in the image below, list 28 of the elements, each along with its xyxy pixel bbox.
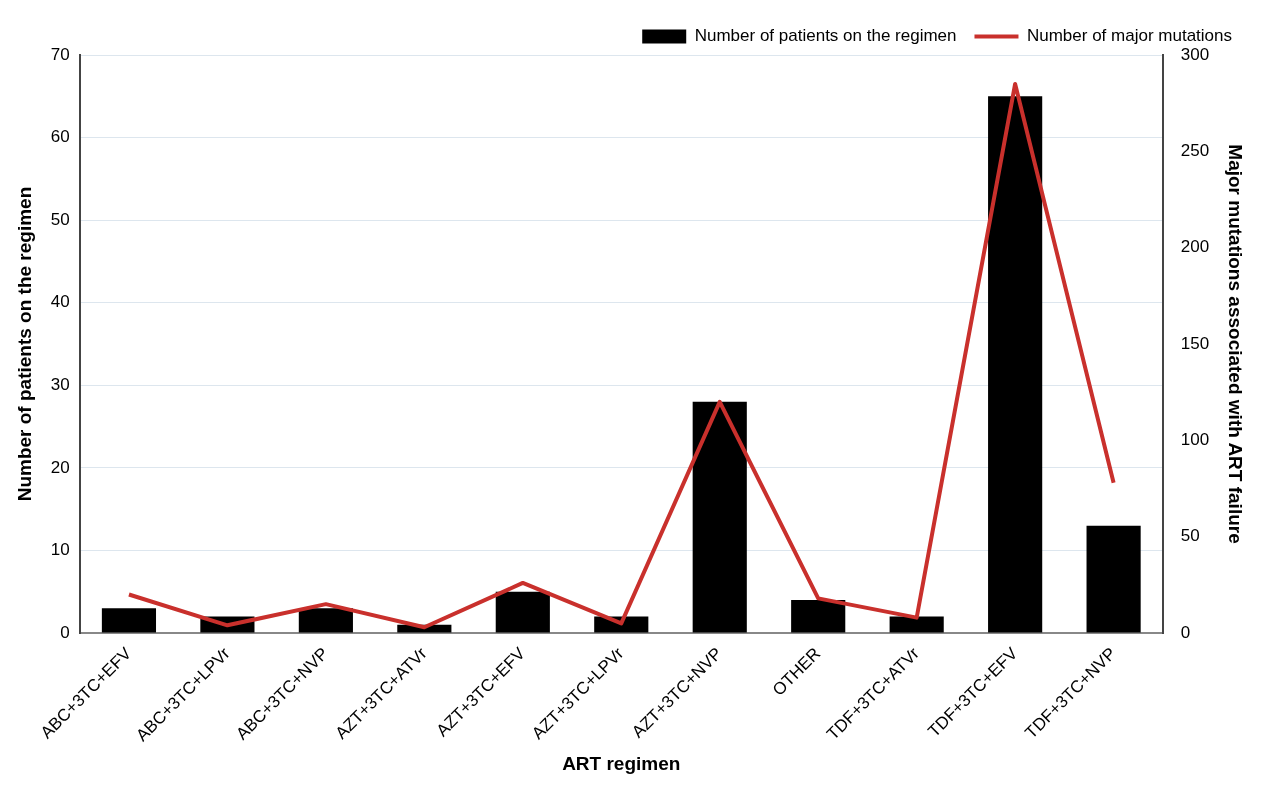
y2-tick-label: 150	[1180, 333, 1210, 353]
y2-tick-label: 300	[1180, 44, 1210, 64]
y-tick-label: 30	[50, 374, 70, 394]
y2-tick-label: 50	[1180, 526, 1200, 546]
x-axis-title: ART regimen	[562, 752, 681, 774]
bar	[791, 600, 846, 633]
bar	[692, 401, 747, 633]
y-tick-label: 40	[50, 292, 70, 312]
bar	[1086, 525, 1141, 633]
y-tick-label: 70	[50, 44, 70, 64]
bar	[101, 608, 157, 633]
legend-label: Number of patients on the regimen	[694, 26, 957, 46]
y2-axis-title: Major mutations associated with ART failure	[1225, 144, 1247, 544]
y-tick-label: 0	[60, 622, 70, 642]
y2-tick-label: 200	[1180, 237, 1210, 257]
y2-tick-label: 100	[1180, 430, 1210, 450]
y-axis-title: Number of patients on the regimen	[13, 186, 35, 502]
y-tick-label: 10	[50, 540, 70, 560]
y-tick-label: 60	[50, 127, 70, 147]
y2-tick-label: 250	[1180, 141, 1210, 161]
y-tick-label: 50	[50, 209, 70, 229]
y-tick-label: 20	[50, 457, 70, 477]
bar	[495, 591, 550, 633]
bar	[889, 616, 944, 633]
bar	[298, 608, 353, 633]
bar	[988, 96, 1043, 633]
y2-tick-label: 0	[1180, 622, 1191, 642]
legend-label: Number of major mutations	[1026, 26, 1233, 46]
